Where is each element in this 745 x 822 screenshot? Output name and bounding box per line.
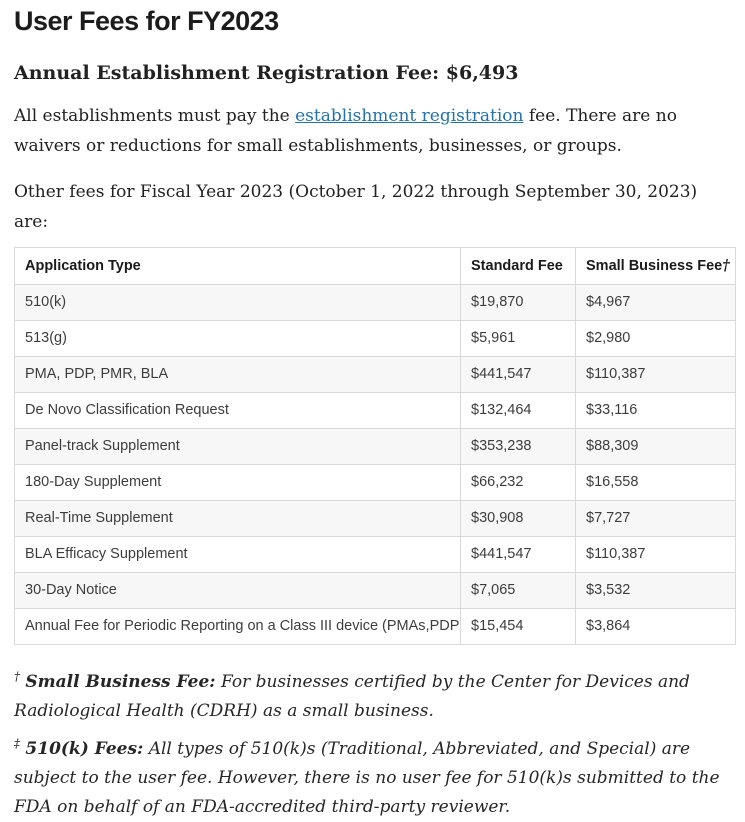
table-row: BLA Efficacy Supplement $441,547 $110,38… (14, 536, 736, 573)
standard-fee-cell: $7,065 (460, 572, 576, 609)
standard-fee-cell: $5,961 (460, 320, 576, 357)
standard-fee-cell: $441,547 (460, 536, 576, 573)
other-fees-paragraph: Other fees for Fiscal Year 2023 (October… (14, 182, 698, 232)
small-business-fee-cell: $7,727 (575, 500, 736, 537)
small-business-fee-cell: $4,967 (575, 284, 736, 321)
small-business-fee-cell: $33,116 (575, 392, 736, 429)
fees-table: Application Type Standard Fee Small Busi… (14, 247, 736, 645)
application-type-cell: 513(g) (14, 320, 461, 357)
small-business-fee-cell: $3,532 (575, 572, 736, 609)
standard-fee-cell: $19,870 (460, 284, 576, 321)
table-row: 180-Day Supplement $66,232 $16,558 (14, 464, 736, 501)
footnote-marker: ‡ (14, 736, 20, 751)
dagger-symbol: † (722, 257, 730, 274)
standard-fee-cell: $441,547 (460, 356, 576, 393)
small-business-fee-cell: $88,309 (575, 428, 736, 465)
application-type-cell: Real-Time Supplement (14, 500, 461, 537)
standard-fee-cell: $30,908 (460, 500, 576, 537)
application-type-cell: 510(k) (14, 284, 461, 321)
standard-fee-cell: $66,232 (460, 464, 576, 501)
footnote: ‡ 510(k) Fees: All types of 510(k)s (Tra… (14, 735, 735, 822)
application-type-cell: Annual Fee for Periodic Reporting on a C… (14, 608, 461, 645)
small-business-fee-cell: $110,387 (575, 536, 736, 573)
application-type-cell: 180-Day Supplement (14, 464, 461, 501)
small-business-fee-cell: $3,864 (575, 608, 736, 645)
column-header-standard-fee: Standard Fee (460, 247, 576, 285)
table-header-row: Application Type Standard Fee Small Busi… (14, 247, 736, 285)
table-row: Annual Fee for Periodic Reporting on a C… (14, 608, 736, 645)
table-row: De Novo Classification Request $132,464 … (14, 392, 736, 429)
intro-paragraph: All establishments must pay the establis… (14, 101, 735, 161)
standard-fee-cell: $132,464 (460, 392, 576, 429)
fees-table-body: 510(k) $19,870 $4,967 513(g) $5,961 $2,9… (14, 284, 736, 645)
footnote-label: Small Business Fee: (25, 672, 216, 692)
small-business-fee-cell: $16,558 (575, 464, 736, 501)
footnote-marker: † (14, 669, 20, 684)
annual-fee-subtitle: Annual Establishment Registration Fee: $… (14, 62, 519, 84)
table-row: Panel-track Supplement $353,238 $88,309 (14, 428, 736, 465)
establishment-registration-link[interactable]: establishment registration (295, 106, 524, 126)
small-business-fee-cell: $110,387 (575, 356, 736, 393)
footnotes: † Small Business Fee: For businesses cer… (14, 668, 735, 822)
application-type-cell: Panel-track Supplement (14, 428, 461, 465)
table-row: 30-Day Notice $7,065 $3,532 (14, 572, 736, 609)
application-type-cell: 30-Day Notice (14, 572, 461, 609)
page-title: User Fees for FY2023 (14, 6, 279, 36)
table-row: Real-Time Supplement $30,908 $7,727 (14, 500, 736, 537)
table-row: 513(g) $5,961 $2,980 (14, 320, 736, 357)
footnote-text: For businesses certified by the Center f… (14, 672, 690, 721)
standard-fee-cell: $353,238 (460, 428, 576, 465)
intro-text-before-link: All establishments must pay the (14, 106, 296, 126)
application-type-cell: BLA Efficacy Supplement (14, 536, 461, 573)
application-type-cell: PMA, PDP, PMR, BLA (14, 356, 461, 393)
application-type-cell: De Novo Classification Request (14, 392, 461, 429)
standard-fee-cell: $15,454 (460, 608, 576, 645)
footnote: † Small Business Fee: For businesses cer… (14, 668, 735, 726)
table-row: PMA, PDP, PMR, BLA $441,547 $110,387 (14, 356, 736, 393)
footnote-label: 510(k) Fees: (25, 739, 144, 759)
column-header-small-business-fee: Small Business Fee† (575, 247, 736, 285)
column-header-application-type: Application Type (14, 247, 461, 285)
intro-text-after-link: fee. There are no waivers or reductions … (14, 106, 677, 156)
small-business-fee-cell: $2,980 (575, 320, 736, 357)
table-row: 510(k) $19,870 $4,967 (14, 284, 736, 321)
